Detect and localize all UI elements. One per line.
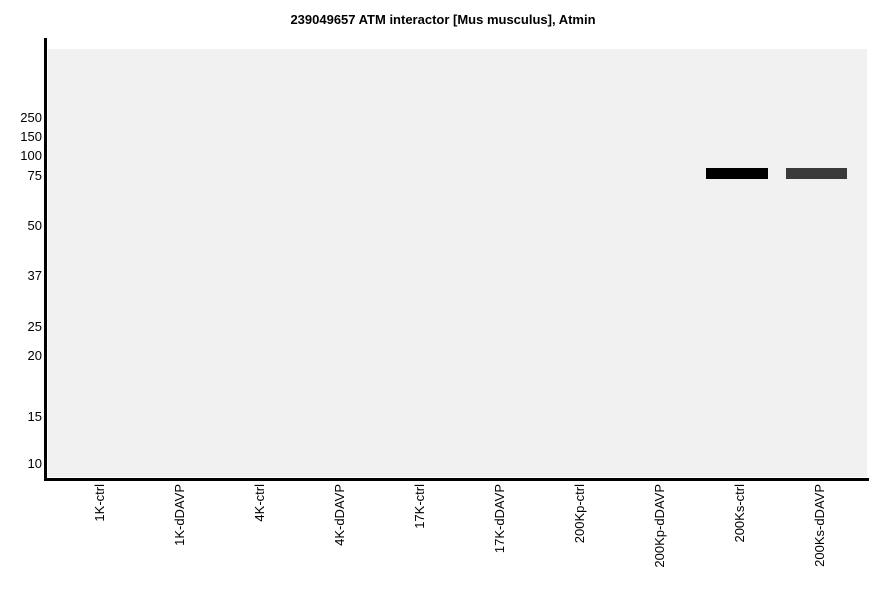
lane-label-17K-ctrl: 17K-ctrl xyxy=(412,484,427,529)
lane-label-17K-dDAVP: 17K-dDAVP xyxy=(492,484,507,554)
y-tick-label-10: 10 xyxy=(27,456,42,471)
lane-label-200Kp-ctrl: 200Kp-ctrl xyxy=(572,484,587,544)
y-tick-label-100: 100 xyxy=(20,148,42,163)
y-axis-tick-labels: 250 150 100 75 50 37 25 20 15 10 xyxy=(0,0,42,595)
lane-label-4K-ctrl: 4K-ctrl xyxy=(252,484,267,522)
band-200Ks-ctrl xyxy=(706,168,768,179)
lane-label-200Kp-dDAVP: 200Kp-dDAVP xyxy=(652,484,667,568)
y-tick-label-37: 37 xyxy=(27,268,42,283)
y-tick-label-20: 20 xyxy=(27,348,42,363)
plot-area xyxy=(48,49,867,477)
chart-title: 239049657 ATM interactor [Mus musculus],… xyxy=(290,12,596,27)
lane-label-1K-dDAVP: 1K-dDAVP xyxy=(172,484,187,546)
y-tick-label-250: 250 xyxy=(20,110,42,125)
x-axis-line xyxy=(44,478,869,481)
y-tick-label-50: 50 xyxy=(27,218,42,233)
y-tick-label-15: 15 xyxy=(27,409,42,424)
y-tick-label-25: 25 xyxy=(27,319,42,334)
lane-label-200Ks-dDAVP: 200Ks-dDAVP xyxy=(812,484,827,567)
y-axis-line xyxy=(44,38,47,481)
band-200Ks-dDAVP xyxy=(786,168,847,179)
y-tick-label-150: 150 xyxy=(20,129,42,144)
y-tick-label-75: 75 xyxy=(27,168,42,183)
lane-label-200Ks-ctrl: 200Ks-ctrl xyxy=(732,484,747,543)
lane-label-1K-ctrl: 1K-ctrl xyxy=(92,484,107,522)
lane-label-4K-dDAVP: 4K-dDAVP xyxy=(332,484,347,546)
